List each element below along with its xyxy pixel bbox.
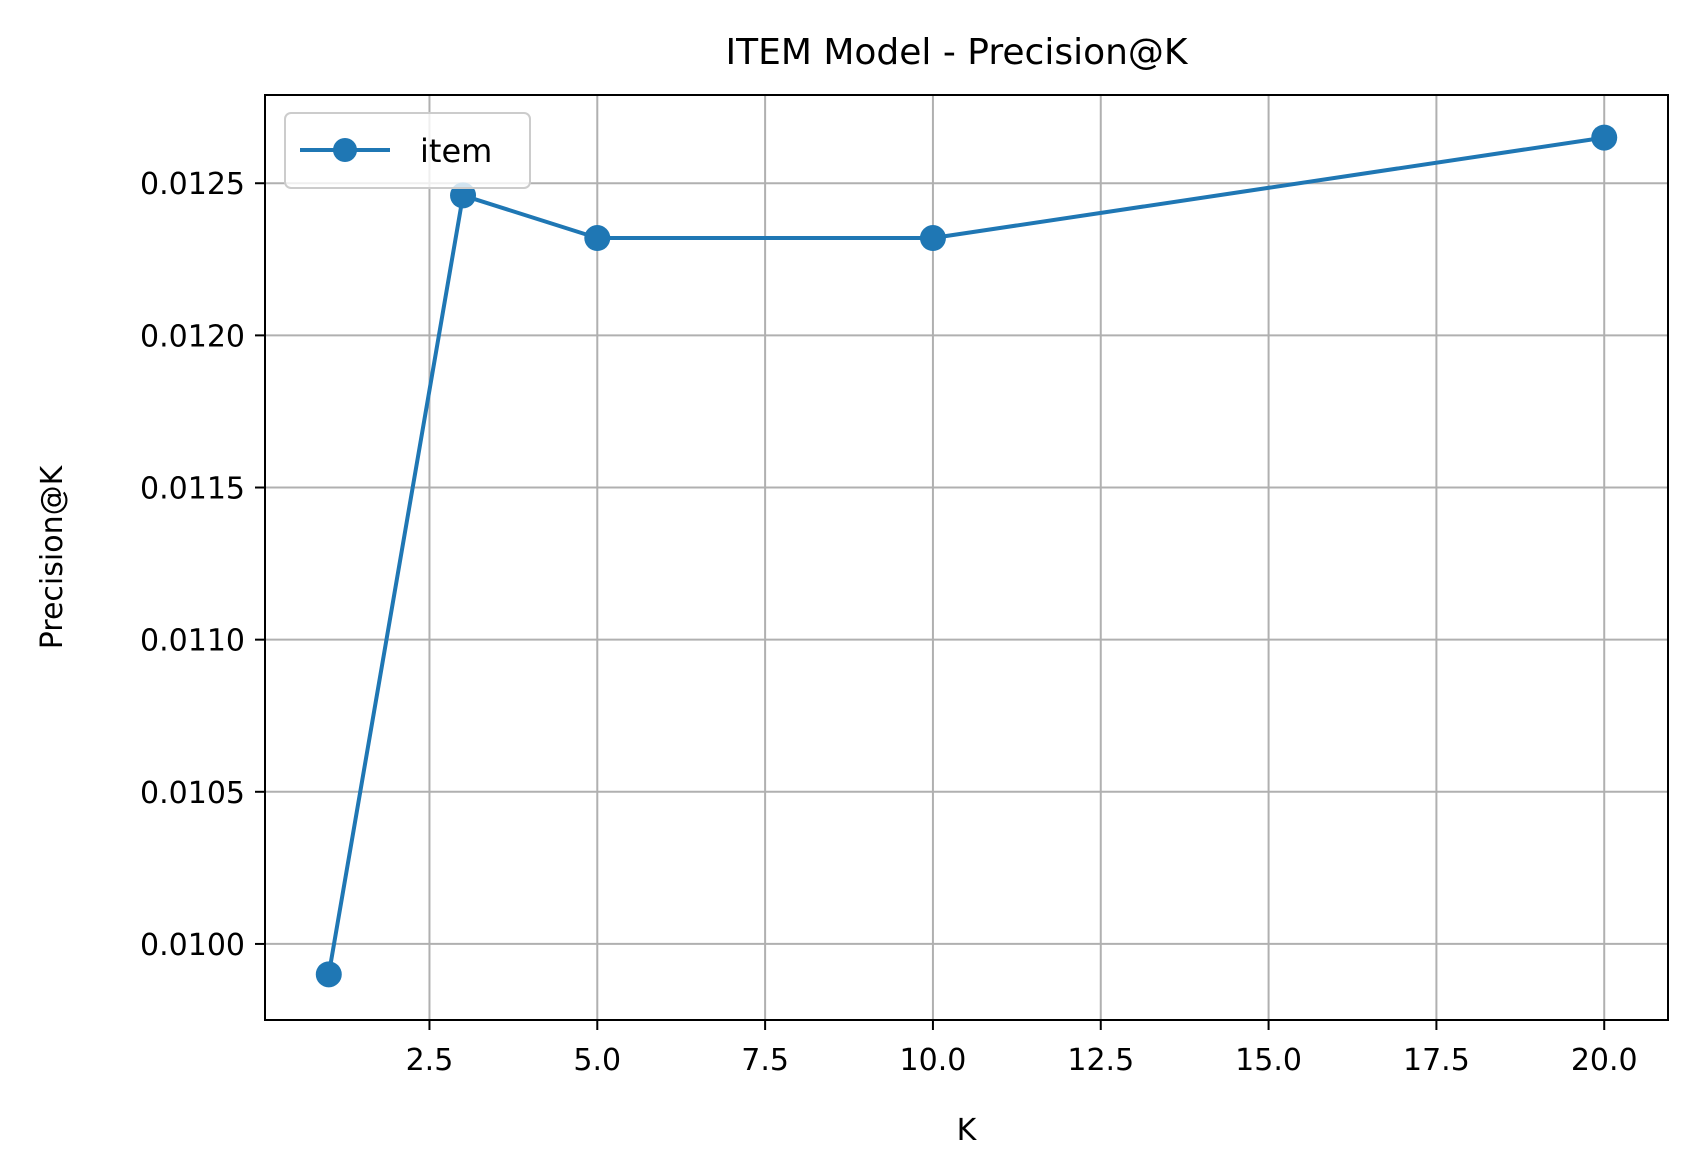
data-point bbox=[1591, 124, 1618, 151]
x-tick-label: 5.0 bbox=[573, 1043, 621, 1078]
y-tick-label: 0.0115 bbox=[140, 472, 245, 507]
y-tick-label: 0.0110 bbox=[140, 624, 245, 659]
x-tick-label: 17.5 bbox=[1403, 1043, 1470, 1078]
y-tick-label: 0.0125 bbox=[140, 167, 245, 202]
legend-box bbox=[284, 112, 531, 189]
legend: item bbox=[284, 112, 531, 189]
x-tick-label: 12.5 bbox=[1067, 1043, 1134, 1078]
x-tick-label: 20.0 bbox=[1571, 1043, 1638, 1078]
data-point bbox=[584, 225, 611, 252]
grid bbox=[265, 95, 1668, 1020]
y-tick-label: 0.0120 bbox=[140, 319, 245, 354]
y-axis-ticks: 0.0100 0.0105 0.0110 0.0115 0.0120 0.0125 bbox=[140, 167, 265, 963]
x-tick-label: 2.5 bbox=[406, 1043, 454, 1078]
y-tick-label: 0.0105 bbox=[140, 776, 245, 811]
chart-title: ITEM Model - Precision@K bbox=[725, 32, 1188, 73]
x-axis-ticks: 2.5 5.0 7.5 10.0 12.5 15.0 17.5 20.0 bbox=[406, 1020, 1638, 1078]
x-tick-label: 7.5 bbox=[741, 1043, 789, 1078]
x-axis-label: K bbox=[957, 1113, 978, 1148]
series-group bbox=[315, 124, 1618, 988]
y-axis-label: Precision@K bbox=[35, 464, 70, 649]
x-tick-label: 10.0 bbox=[900, 1043, 967, 1078]
x-tick-label: 15.0 bbox=[1235, 1043, 1302, 1078]
plot-frame bbox=[264, 94, 1669, 1021]
data-point bbox=[919, 225, 946, 252]
legend-marker bbox=[333, 138, 357, 162]
data-point bbox=[315, 961, 342, 988]
y-tick-label: 0.0100 bbox=[140, 928, 245, 963]
legend-label-item: item bbox=[420, 132, 492, 170]
